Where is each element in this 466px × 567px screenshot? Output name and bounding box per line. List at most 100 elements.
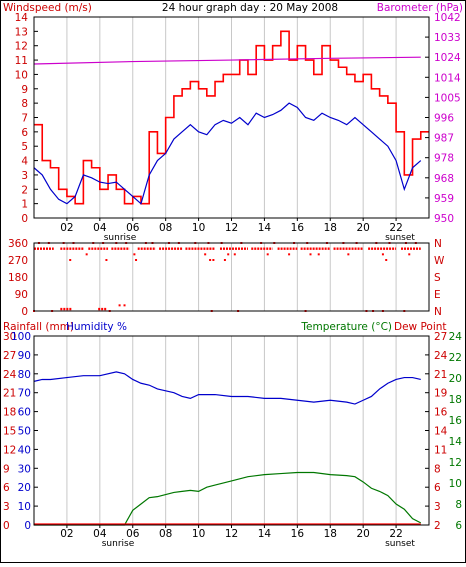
barometer-tick-label: 987 <box>434 133 454 145</box>
direction-point <box>135 259 138 261</box>
direction-point <box>288 253 291 256</box>
temperature-tick-label: 16 <box>449 415 463 427</box>
dewpoint-axis-label: Dew Point <box>394 321 447 333</box>
direction-point <box>209 259 212 261</box>
barometer-tick-label: 968 <box>434 173 454 185</box>
dewpoint-tick-label: 11 <box>434 444 447 456</box>
temperature-tick-label: 6 <box>455 520 462 532</box>
dewpoint-tick-label: 16 <box>434 407 448 419</box>
barometer-tick-label: 1024 <box>434 52 461 64</box>
windspeed-tick-label: 10 <box>15 69 28 81</box>
direction-compass-label: S <box>434 272 441 284</box>
panel3-x-ticks: 02 04 06 08 10 12 14 16 18 20 22 <box>60 525 403 540</box>
hour-tick-label: 02 <box>60 528 73 540</box>
windspeed-tick-label: 9 <box>21 84 28 96</box>
direction-point <box>381 253 384 256</box>
hour-tick-label: 20 <box>356 528 369 540</box>
series-average-line <box>33 102 422 205</box>
hour-tick-label: 22 <box>389 222 402 234</box>
hour-tick-label: 14 <box>258 222 272 234</box>
dewpoint-tick-label: 14 <box>434 426 448 438</box>
hour-tick-label: 10 <box>192 528 205 540</box>
barometer-tick-label: 1033 <box>434 32 461 44</box>
barometer-axis-label: Barometer (hPa) <box>377 2 463 14</box>
rainfall-axis-label: Rainfall (mm) <box>3 321 74 333</box>
series-humidity-line <box>33 371 421 405</box>
series-barometer-line <box>33 56 421 65</box>
direction-point <box>212 259 215 261</box>
sunset-label-3: sunset <box>385 539 415 549</box>
dewpoint-tick-label: 2 <box>434 520 441 532</box>
temperature-tick-label: 22 <box>449 352 462 364</box>
hour-tick-label: 14 <box>258 528 272 540</box>
direction-degree-label: 360 <box>8 238 28 250</box>
direction-degree-label: 180 <box>8 272 28 284</box>
direction-point <box>118 304 121 307</box>
panel1-series <box>33 30 429 205</box>
windspeed-tick-label: 4 <box>21 156 28 168</box>
humidity-tick-label: 100 <box>11 331 31 343</box>
hour-tick-label: 22 <box>389 528 402 540</box>
panel1-right-ticks: 950 959 968 978 987 996 1005 1014 1024 1033 1042 <box>425 12 461 225</box>
direction-degree-label: 270 <box>8 255 28 267</box>
humidity-tick-label: 0 <box>24 520 31 532</box>
windspeed-tick-label: 5 <box>21 141 28 153</box>
direction-compass-label: E <box>434 289 441 301</box>
direction-point <box>385 259 388 261</box>
series-temperature-line <box>34 471 422 526</box>
barometer-tick-label: 996 <box>434 113 454 125</box>
humidity-tick-label: 10 <box>18 501 31 513</box>
panel3-dewpoint-ticks: 2 3 6 8 11 14 16 19 21 24 27 <box>425 331 448 532</box>
windspeed-axis-label: Windspeed (m/s) <box>3 2 92 14</box>
dewpoint-tick-label: 3 <box>434 501 441 513</box>
rain-tick-label: 6 <box>3 482 10 494</box>
windspeed-tick-label: 12 <box>15 41 28 53</box>
humidity-tick-label: 40 <box>18 444 31 456</box>
direction-degree-label: 0 <box>21 306 28 318</box>
sunrise-label-3: sunrise <box>102 539 135 549</box>
windspeed-tick-label: 11 <box>15 55 28 67</box>
dewpoint-tick-label: 19 <box>434 388 447 400</box>
direction-point <box>123 304 126 307</box>
panel3-plot-border <box>33 335 430 526</box>
panel3-rain-ticks: 0 3 6 9 12 15 18 21 24 27 30 <box>3 331 38 532</box>
hour-tick-label: 04 <box>93 222 107 234</box>
rain-tick-label: 3 <box>3 501 10 513</box>
rain-tick-label: 30 <box>3 331 16 343</box>
windspeed-tick-label: 6 <box>21 127 28 139</box>
temperature-tick-label: 18 <box>449 394 462 406</box>
direction-point <box>347 253 350 256</box>
rain-tick-label: 21 <box>3 388 16 400</box>
windspeed-tick-label: 0 <box>21 213 28 225</box>
dewpoint-tick-label: 24 <box>434 350 448 362</box>
humidity-tick-label: 30 <box>18 463 31 475</box>
hour-tick-label: 20 <box>356 222 369 234</box>
direction-compass-label: W <box>434 255 445 267</box>
panel1-plot-border <box>33 16 430 219</box>
direction-point <box>408 253 411 256</box>
sunset-label-1: sunset <box>385 233 415 243</box>
panel1-x-ticks: 02 04 06 08 10 12 14 16 18 20 22 <box>60 218 403 234</box>
hour-tick-label: 08 <box>159 528 172 540</box>
humidity-axis-label: Humidity % <box>66 321 127 333</box>
direction-point <box>233 253 236 256</box>
hour-tick-label: 08 <box>159 222 172 234</box>
direction-compass-label: N <box>434 306 442 318</box>
hour-tick-label: 12 <box>225 222 238 234</box>
humidity-tick-label: 60 <box>18 407 31 419</box>
direction-point <box>266 253 269 256</box>
rain-tick-label: 24 <box>3 369 17 381</box>
rain-tick-label: 18 <box>3 407 16 419</box>
windspeed-tick-label: 14 <box>15 12 29 24</box>
direction-point <box>133 253 136 256</box>
humidity-tick-label: 70 <box>18 388 31 400</box>
humidity-tick-label: 80 <box>18 369 31 381</box>
direction-point <box>309 253 312 256</box>
hour-tick-label: 06 <box>126 528 140 540</box>
direction-point <box>317 253 320 256</box>
